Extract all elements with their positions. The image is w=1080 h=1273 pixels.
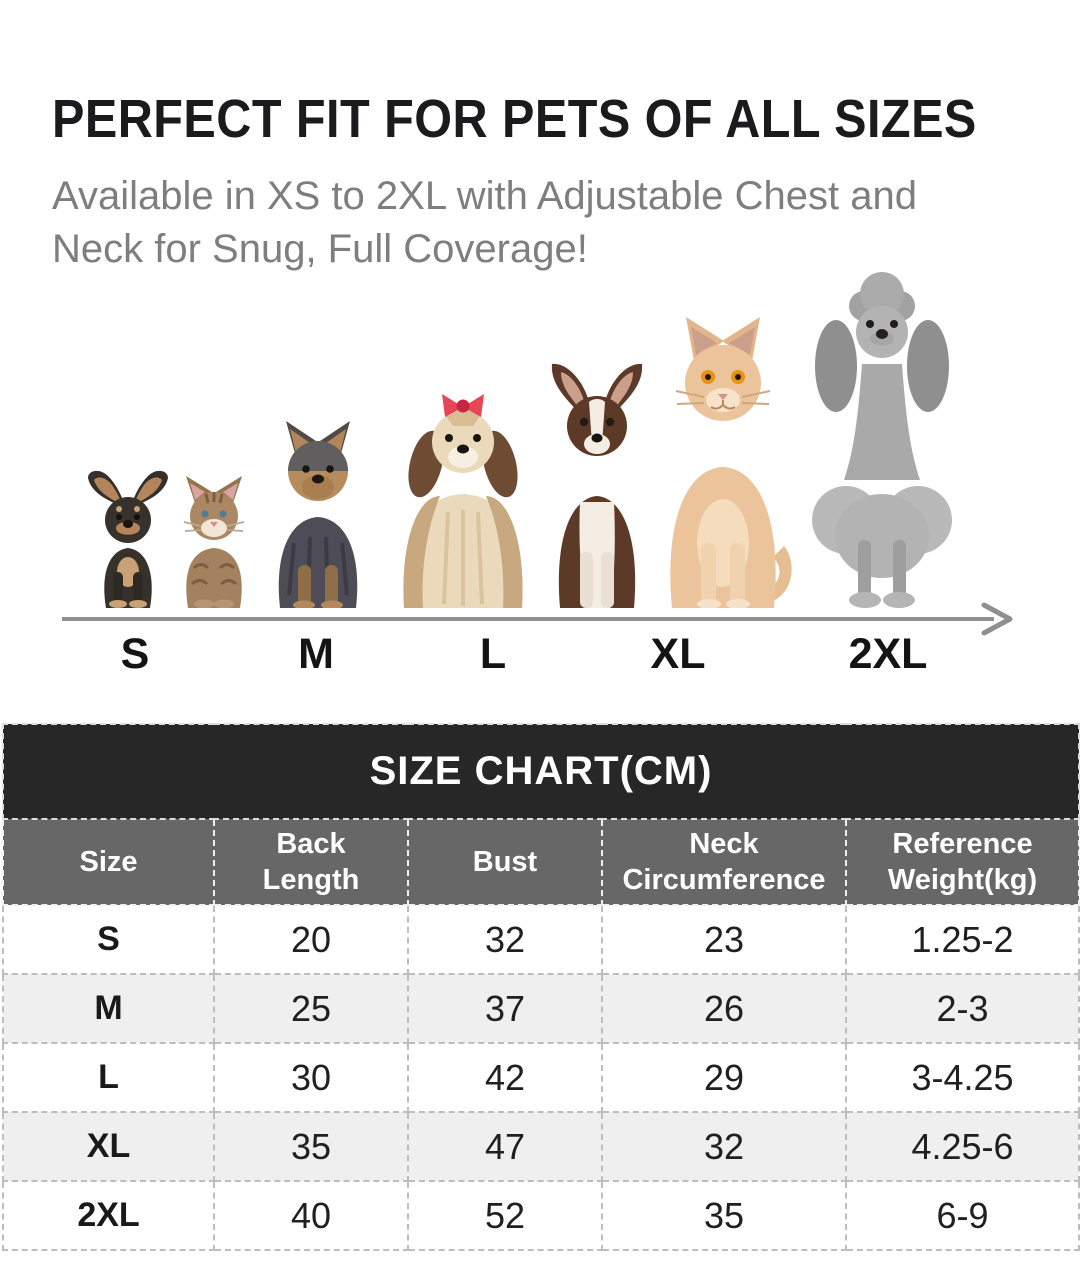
table-row-xl: XL 35 47 32 4.25-6 — [2, 1111, 1080, 1182]
subtitle-line-1: Available in XS to 2XL with Adjustable C… — [52, 174, 917, 218]
yorkshire-terrier-icon — [278, 421, 358, 608]
cell-reference-weight: 6-9 — [844, 1180, 1080, 1251]
cell-bust: 32 — [407, 904, 603, 975]
cell-bust: 37 — [407, 973, 603, 1044]
column-header-back-length: Back Length — [213, 818, 409, 906]
chocolate-chihuahua-icon — [551, 363, 643, 608]
table-row-s: S 20 32 23 1.25-2 — [2, 904, 1080, 975]
column-header-bust: Bust — [407, 818, 603, 906]
size-chart-section: SIZE CHART(CM) Size Back Length Bust Nec… — [1, 723, 1080, 1251]
size-label-s: S — [120, 630, 150, 678]
cream-cat-icon — [670, 317, 792, 608]
column-header-size: Size — [2, 818, 215, 906]
size-label-xl: XL — [650, 630, 706, 678]
gray-poodle-icon — [812, 272, 952, 608]
cell-neck-circumference: 26 — [601, 973, 847, 1044]
cell-reference-weight: 4.25-6 — [844, 1111, 1080, 1182]
cell-reference-weight: 2-3 — [844, 973, 1080, 1044]
size-label-m: M — [298, 630, 334, 678]
cell-neck-circumference: 29 — [601, 1042, 847, 1113]
cell-reference-weight: 1.25-2 — [844, 904, 1080, 975]
table-row-m: M 25 37 26 2-3 — [2, 973, 1080, 1044]
cell-back-length: 20 — [213, 904, 409, 975]
subtitle-line-2: Neck for Snug, Full Coverage! — [52, 227, 588, 271]
cell-back-length: 40 — [213, 1180, 409, 1251]
shih-tzu-with-red-bow-icon — [403, 394, 523, 608]
table-row-l: L 30 42 29 3-4.25 — [2, 1042, 1080, 1113]
cell-size: S — [2, 904, 215, 975]
cell-size: 2XL — [2, 1180, 215, 1251]
table-header-row: Size Back Length Bust Neck Circumference… — [2, 818, 1080, 906]
table-title: SIZE CHART(CM) — [1, 723, 1080, 820]
cell-size: M — [2, 973, 215, 1044]
cell-neck-circumference: 35 — [601, 1180, 847, 1251]
size-label-l: L — [479, 630, 507, 678]
table-row-2xl: 2XL 40 52 35 6-9 — [2, 1180, 1080, 1251]
cell-neck-circumference: 32 — [601, 1111, 847, 1182]
page-subtitle: Available in XS to 2XL with Adjustable C… — [52, 170, 1062, 276]
column-header-neck-circumference: Neck Circumference — [601, 818, 847, 906]
size-chart-table: SIZE CHART(CM) Size Back Length Bust Nec… — [1, 723, 1080, 1251]
cell-bust: 52 — [407, 1180, 603, 1251]
cell-size: L — [2, 1042, 215, 1113]
cell-bust: 42 — [407, 1042, 603, 1113]
cell-reference-weight: 3-4.25 — [844, 1042, 1080, 1113]
cell-neck-circumference: 23 — [601, 904, 847, 975]
table-title-row: SIZE CHART(CM) — [1, 723, 1080, 820]
right-arrow-icon — [62, 602, 1013, 636]
chihuahua-puppy-icon — [88, 470, 168, 608]
cell-back-length: 30 — [213, 1042, 409, 1113]
cell-back-length: 25 — [213, 973, 409, 1044]
cell-back-length: 35 — [213, 1111, 409, 1182]
pets-size-scale — [0, 0, 1080, 608]
cell-bust: 47 — [407, 1111, 603, 1182]
size-label-2xl: 2XL — [848, 630, 928, 678]
page-title: PERFECT FIT FOR PETS OF ALL SIZES — [52, 89, 977, 150]
cell-size: XL — [2, 1111, 215, 1182]
column-header-reference-weight: Reference Weight(kg) — [844, 818, 1080, 906]
tabby-kitten-icon — [183, 476, 245, 608]
